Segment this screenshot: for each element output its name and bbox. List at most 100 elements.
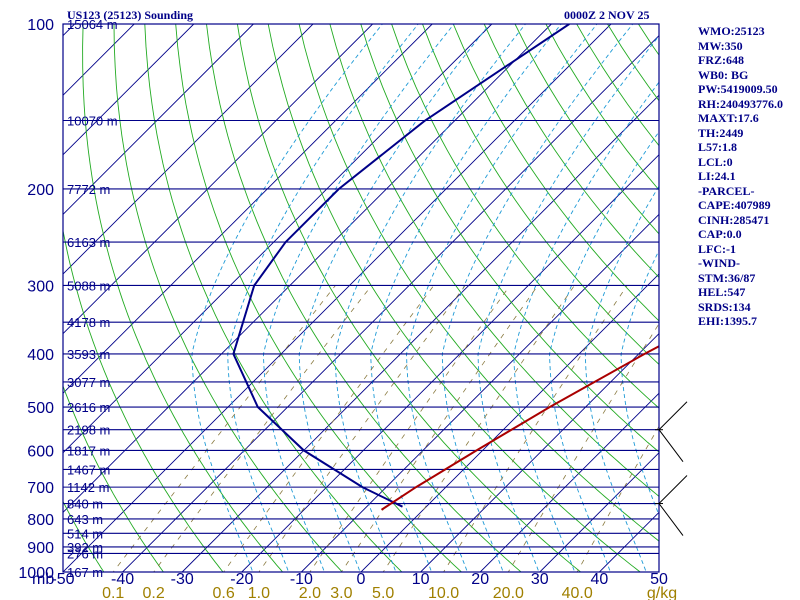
isotherm-line xyxy=(420,332,659,572)
dry-adiabat-line xyxy=(144,24,403,572)
dry-adiabat-line xyxy=(175,24,463,572)
dry-adiabat-line xyxy=(329,24,659,497)
isotherm-line xyxy=(181,94,659,572)
mixing-ratio-label: 1.0 xyxy=(248,585,270,600)
stat-item: SRDS:134 xyxy=(698,299,751,314)
moist-adiabat-line xyxy=(191,24,383,572)
temperature-tick-label: 0 xyxy=(357,571,366,588)
sounding-series-1 xyxy=(380,345,659,511)
axis-labels: 15064 m 10070 m 7772 m 6163 m 5088 m 4178 m 35… xyxy=(18,17,677,600)
stat-item: PW:5419009.50 xyxy=(698,82,778,96)
mixing-ratio-label: 2.0 xyxy=(299,585,321,600)
height-label: 4178 m xyxy=(67,315,110,330)
stat-item: MAXT:17.6 xyxy=(698,111,759,125)
isotherm-line xyxy=(301,213,659,572)
temperature-tick-label: -50 xyxy=(51,571,74,588)
mixing-ratio-label: 0.6 xyxy=(213,585,235,600)
dry-adiabat-line xyxy=(391,24,659,409)
temperature-tick-label: -30 xyxy=(171,571,194,588)
stat-item: STM:36/87 xyxy=(698,270,756,285)
dry-adiabat-line xyxy=(298,24,659,542)
height-label: 840 m xyxy=(67,497,103,512)
stat-item: EHI:1395.7 xyxy=(698,314,758,328)
height-label: 3593 m xyxy=(67,347,110,362)
isotherm-line xyxy=(63,24,612,572)
isotherm-line xyxy=(122,34,659,572)
pressure-tick-label: 1000 xyxy=(18,565,54,582)
stat-item: WB0: BG xyxy=(698,67,749,82)
dry-adiabat-line xyxy=(483,24,659,279)
temperature-tick-label: -10 xyxy=(290,571,313,588)
temperature-tick-label: 10 xyxy=(412,571,430,588)
isotherm-line xyxy=(63,24,254,216)
isotherm-line xyxy=(539,452,659,572)
height-label: 1142 m xyxy=(67,480,109,495)
isotherm-line xyxy=(63,24,373,335)
pressure-tick-label: 100 xyxy=(27,17,54,34)
isotherm-line xyxy=(0,24,15,572)
plot-frame xyxy=(62,23,660,573)
moist-adiabat-line xyxy=(549,130,659,572)
dry-adiabat-line xyxy=(422,24,659,365)
pressure-tick-label: 400 xyxy=(27,347,54,364)
stat-item: LI:24.1 xyxy=(698,169,736,183)
mixing-ratio-label: 3.0 xyxy=(330,585,352,600)
height-label: 514 m xyxy=(67,526,103,541)
pressure-tick-label: 900 xyxy=(27,540,54,557)
pressure-tick-label: 500 xyxy=(27,400,54,417)
mixing-ratio-label: 5.0 xyxy=(372,585,394,600)
stat-item: TH:2449 xyxy=(698,125,744,140)
moist-adiabat-line xyxy=(477,35,659,572)
background-grid xyxy=(0,24,659,572)
stat-item: -PARCEL- xyxy=(698,183,755,198)
dry-adiabat-line xyxy=(113,24,343,572)
stat-item: CAPE:407989 xyxy=(698,198,771,212)
moist-adiabat-line xyxy=(513,81,659,572)
height-label: 392 m xyxy=(67,540,103,555)
stat-item: -WIND- xyxy=(698,256,740,270)
height-label: 6163 m xyxy=(67,235,110,250)
temperature-tick-label: 20 xyxy=(471,571,489,588)
mixing-ratio-label: 40.0 xyxy=(562,585,593,600)
isotherm-line xyxy=(63,24,433,394)
stat-item: FRZ:648 xyxy=(698,53,744,67)
station-title: US123 (25123) Sounding xyxy=(67,8,194,22)
isotherm-line xyxy=(479,392,659,572)
moist-adiabat-line xyxy=(584,185,659,572)
height-label: 276 m xyxy=(67,546,103,561)
moist-adiabat-line xyxy=(334,24,526,572)
stat-item: CAP:0.0 xyxy=(698,227,742,241)
wind-barbs xyxy=(655,401,688,536)
height-label: 167 m xyxy=(67,565,103,580)
isotherm-line xyxy=(241,154,659,572)
mixing-ratio-label: 0.2 xyxy=(143,585,165,600)
isotherm-line xyxy=(63,24,552,514)
height-label: 643 m xyxy=(67,512,103,527)
moist-adiabat-line xyxy=(298,24,491,572)
mixing-ratio-label: 0.1 xyxy=(102,585,124,600)
stats-panel: WMO:25123 MW:350 FRZ:648 WB0: BG PW:5419009.… xyxy=(698,24,783,329)
temperature-tick-label: -40 xyxy=(111,571,134,588)
height-label: 10070 m xyxy=(67,113,118,128)
isobars xyxy=(63,23,659,573)
pressure-tick-label: 200 xyxy=(27,182,54,199)
height-label: 2198 m xyxy=(67,423,110,438)
stat-item: HEL:547 xyxy=(698,285,746,299)
height-label: 5088 m xyxy=(67,278,110,293)
stat-item: WMO:25123 xyxy=(698,24,765,38)
wind-barb xyxy=(655,401,688,463)
stat-item: LFC:-1 xyxy=(698,241,736,256)
stat-item: CINH:285471 xyxy=(698,212,770,227)
mixing-ratio-label: 10.0 xyxy=(428,585,459,600)
temperature-tick-label: -20 xyxy=(230,571,253,588)
moist-adiabat-line xyxy=(263,24,455,572)
temperature-tick-label: 40 xyxy=(591,571,609,588)
stat-item: LCL:0 xyxy=(698,154,733,169)
isotherm-line xyxy=(63,24,195,156)
height-label: 1817 m xyxy=(67,443,110,458)
pressure-unit-label: mb xyxy=(32,571,54,588)
pressure-tick-label: 600 xyxy=(27,443,54,460)
moist-adiabat-line xyxy=(370,24,562,572)
height-label: 1467 m xyxy=(67,462,110,477)
